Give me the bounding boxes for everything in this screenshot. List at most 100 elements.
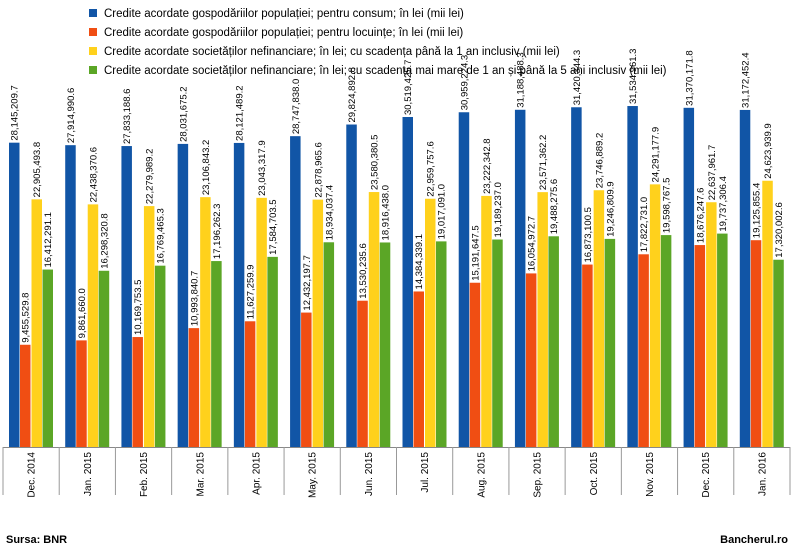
data-label-2-7: 13,530,235.6 [358, 243, 369, 298]
data-label-3-1: 22,905,493.8 [32, 142, 43, 197]
bar-2-4 [188, 328, 200, 447]
bar-3-2 [87, 204, 99, 447]
x-tick-label: May. 2015 [308, 452, 319, 498]
data-label-3-5: 23,043,317.9 [257, 140, 268, 195]
data-label-4-10: 19,488,275.6 [549, 179, 560, 234]
bar-2-2 [76, 340, 87, 447]
x-tick-label: Mar. 2015 [195, 452, 206, 497]
bar-4-4 [211, 261, 222, 447]
x-tick-label: Dec. 2015 [701, 452, 712, 498]
legend-label-3: Credite acordate societăților nefinancia… [104, 46, 560, 58]
bar-3-12 [649, 184, 661, 448]
x-tick-label: Apr. 2015 [251, 452, 262, 495]
bar-3-5 [256, 197, 267, 447]
bar-2-14 [750, 240, 762, 447]
bar-4-14 [773, 259, 784, 447]
data-label-3-12: 24,291,177.9 [651, 127, 662, 182]
bar-2-13 [694, 245, 706, 447]
data-label-1-14: 31,172,452.4 [741, 52, 752, 107]
data-label-1-5: 28,121,489.2 [235, 85, 246, 140]
bar-2-9 [469, 282, 481, 447]
plot-area: 28,145,209.7 9,455,529.8 22,905,493.8 16,41… [2, 49, 791, 498]
x-tick-label: Feb. 2015 [139, 452, 150, 497]
data-label-2-5: 11,627,259.9 [246, 265, 257, 320]
bar-4-11 [604, 238, 616, 447]
data-label-2-1: 9,455,529.8 [21, 293, 32, 343]
bar-1-11 [571, 107, 582, 448]
data-label-4-14: 17,320,002.6 [774, 202, 785, 257]
bar-2-7 [357, 300, 368, 447]
data-label-1-13: 31,370,171.8 [684, 50, 695, 105]
legend-label-4: Credite acordate societăților nefinancia… [104, 65, 667, 77]
data-label-3-13: 22,637,961.7 [707, 145, 718, 200]
x-tick-label: Jan. 2015 [83, 452, 94, 496]
data-label-2-14: 19,125,855.4 [752, 183, 763, 238]
bar-1-8 [402, 117, 413, 447]
x-tick-label: Jan. 2016 [757, 452, 768, 496]
data-label-1-4: 28,031,675.2 [178, 86, 189, 141]
data-label-4-3: 16,769,465.3 [156, 208, 167, 263]
bar-4-9 [492, 239, 503, 447]
data-label-3-8: 22,959,757.6 [426, 141, 437, 196]
data-label-2-4: 10,993,840.7 [189, 271, 200, 326]
bar-3-9 [481, 195, 492, 447]
data-label-3-4: 23,106,843.2 [201, 140, 212, 195]
brand-logo-text: Bancherul.ro [720, 534, 788, 546]
x-tick-label: Dec. 2014 [27, 452, 38, 498]
data-label-2-11: 16,873,100.5 [583, 207, 594, 262]
data-label-1-2: 27,914,990.6 [66, 88, 77, 143]
data-label-4-5: 17,584,703.5 [268, 199, 279, 254]
bar-4-6 [323, 242, 335, 447]
bar-4-10 [548, 236, 559, 447]
x-tick-label: Sep. 2015 [533, 452, 544, 498]
bar-3-10 [537, 192, 548, 447]
bar-4-1 [42, 269, 53, 447]
data-label-4-2: 16,298,320.8 [99, 213, 110, 268]
data-label-2-10: 16,054,972.7 [527, 216, 538, 271]
data-label-4-6: 18,934,037.4 [324, 185, 335, 240]
bar-4-2 [98, 270, 110, 447]
legend-swatch-4 [89, 66, 97, 74]
bar-4-12 [660, 235, 672, 447]
bar-2-12 [638, 254, 649, 447]
bar-2-1 [20, 344, 31, 447]
data-label-3-11: 23,746,889.2 [594, 133, 605, 188]
data-label-2-8: 14,384,339.1 [414, 234, 425, 289]
bar-1-3 [121, 146, 132, 447]
bar-1-6 [290, 136, 301, 447]
data-label-1-6: 28,747,838.0 [291, 79, 302, 134]
data-label-3-3: 22,279,989.2 [145, 149, 156, 204]
bar-3-4 [200, 197, 211, 447]
bar-3-8 [425, 198, 436, 447]
bar-2-5 [244, 321, 256, 447]
x-tick-label: Oct. 2015 [589, 452, 600, 496]
source-note: Sursa: BNR [6, 534, 67, 546]
bar-2-10 [525, 273, 537, 447]
data-label-4-13: 19,737,306.4 [718, 176, 729, 231]
legend: Credite acordate gospodăriilor populație… [89, 8, 667, 77]
bar-1-14 [739, 109, 751, 447]
data-label-4-4: 17,196,262.3 [212, 204, 223, 259]
legend-label-1: Credite acordate gospodăriilor populație… [104, 8, 464, 20]
bar-1-4 [177, 143, 189, 447]
data-label-2-2: 9,861,660.0 [77, 288, 88, 338]
x-tick-label: Jun. 2015 [364, 452, 375, 496]
bar-1-7 [346, 124, 357, 448]
data-label-2-12: 17,822,731.0 [639, 197, 650, 252]
legend-swatch-2 [89, 28, 97, 36]
bar-4-5 [267, 256, 278, 447]
data-label-1-1: 28,145,209.7 [10, 85, 21, 140]
bar-1-1 [9, 142, 20, 447]
data-label-4-7: 18,916,438.0 [381, 185, 392, 240]
bar-1-13 [683, 107, 695, 447]
data-label-3-2: 22,438,370.6 [88, 147, 99, 202]
data-label-1-10: 31,188,488.3 [516, 52, 527, 107]
bar-1-10 [514, 109, 526, 447]
data-label-4-9: 19,189,237.0 [493, 182, 504, 237]
bar-1-5 [233, 142, 245, 447]
legend-swatch-1 [89, 9, 97, 17]
bar-2-8 [413, 291, 424, 447]
bar-4-7 [379, 242, 391, 447]
data-label-2-9: 15,191,647.5 [470, 225, 481, 280]
